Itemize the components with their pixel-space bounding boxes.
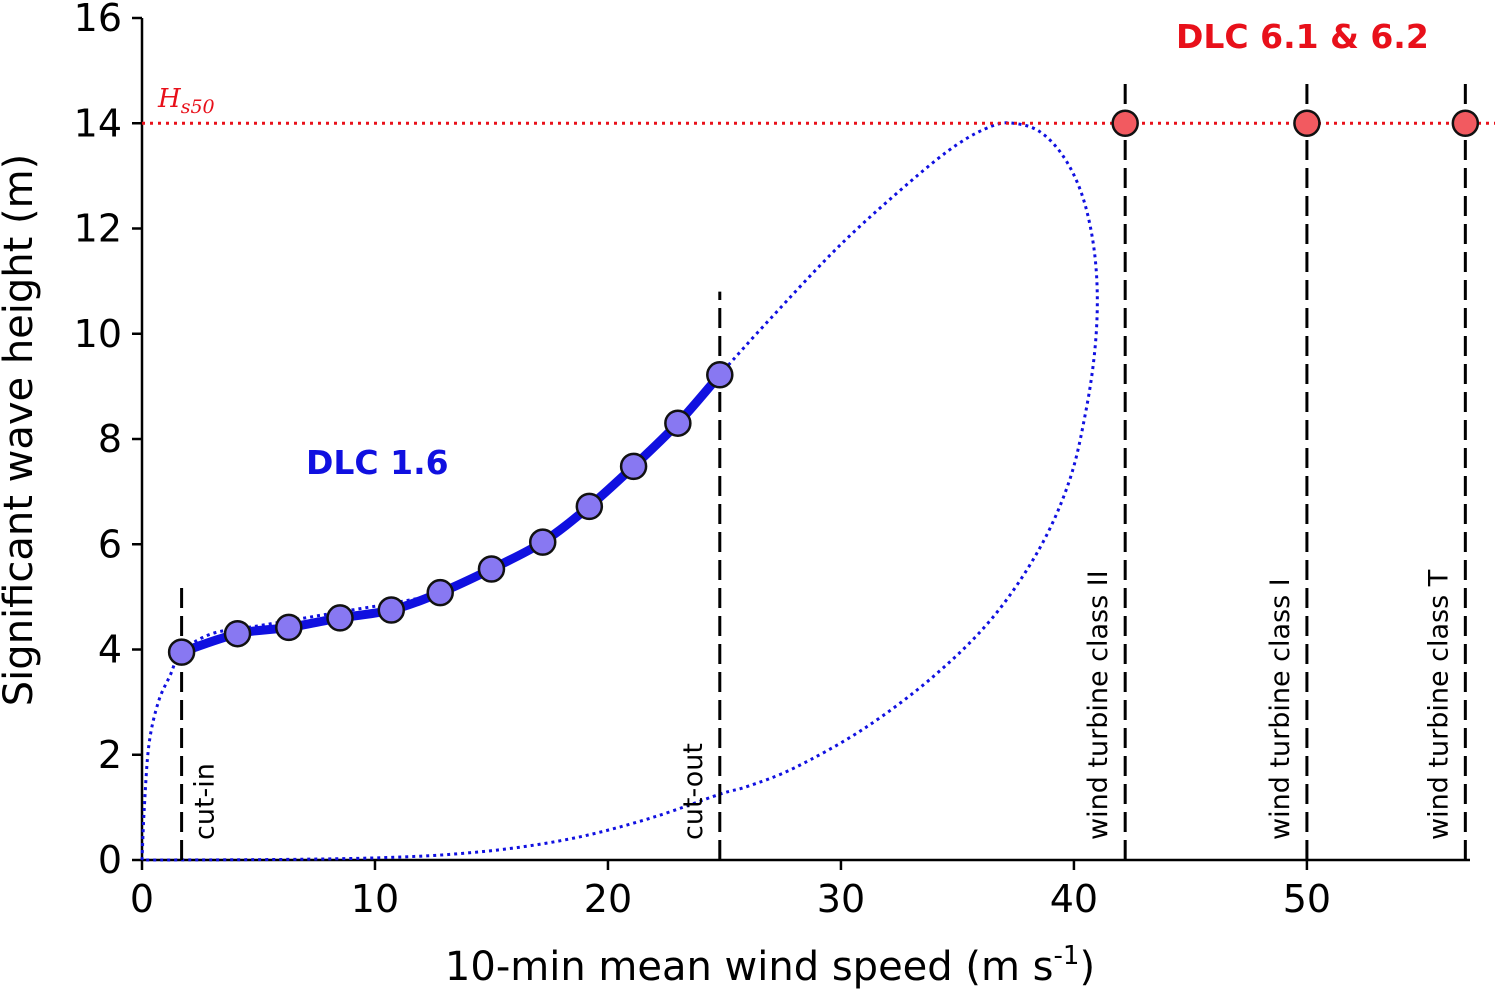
x-axis-title-end: ) — [1079, 944, 1095, 990]
y-tick-label: 12 — [74, 207, 122, 251]
dlc16-layer — [167, 361, 734, 666]
dlc16-label: DLC 1.6 — [306, 443, 449, 482]
vline-label: wind turbine class T — [1423, 569, 1454, 840]
x-axis-title-main: 10-min mean wind speed (m s — [445, 944, 1054, 990]
dlc16-point — [426, 578, 454, 607]
dlc16-point — [575, 492, 604, 521]
vline-label: cut-in — [190, 763, 221, 840]
dlc16-point — [619, 452, 648, 481]
x-tick-label: 20 — [584, 877, 632, 921]
x-tick-label: 40 — [1050, 877, 1098, 921]
hs50-label-sub: s50 — [181, 96, 215, 118]
dlc6-point — [1111, 109, 1139, 137]
y-tick-label: 4 — [98, 628, 122, 672]
y-tick-label: 6 — [98, 522, 122, 566]
dlc16-point — [275, 613, 303, 642]
y-axis-title: Significant wave height (m) — [0, 154, 42, 706]
y-tick-label: 0 — [98, 838, 122, 882]
dlc16-point — [223, 619, 252, 648]
x-axis-title: 10-min mean wind speed (m s-1) — [445, 941, 1095, 990]
dlc16-line — [177, 370, 725, 657]
dlc6-label: DLC 6.1 & 6.2 — [1176, 17, 1429, 56]
vline-layer: cut-in cut-out wind turbine class II wind t… — [180, 81, 1467, 860]
hs50-label: Hs50 — [157, 84, 215, 118]
dlc16-point — [664, 409, 692, 437]
vline-label: wind turbine class II — [1083, 570, 1114, 840]
contour-layer — [140, 121, 1099, 862]
y-tick-label: 10 — [74, 312, 122, 356]
vline-label: cut-out — [678, 743, 709, 840]
x-tick-label: 0 — [130, 877, 154, 921]
dlc6-point — [1293, 109, 1321, 137]
dlc16-point — [377, 596, 406, 624]
x-tick-label: 50 — [1283, 877, 1331, 921]
y-tick-label: 8 — [98, 417, 122, 461]
dlc16-point — [477, 555, 506, 583]
x-tick-label: 30 — [817, 877, 865, 921]
x-tick-label: 10 — [351, 877, 399, 921]
hs50-label-main: H — [157, 84, 182, 114]
dlc6-point — [1451, 109, 1480, 137]
dlc16-point — [706, 361, 734, 389]
dlc16-point — [167, 638, 196, 666]
y-tick-label: 14 — [74, 101, 122, 145]
dlc6-layer — [1111, 109, 1480, 137]
y-tick-label: 16 — [74, 0, 122, 40]
contour-line — [140, 121, 1099, 862]
x-axis-title-sup: -1 — [1054, 941, 1080, 971]
y-tick-label: 2 — [98, 733, 122, 777]
ticks: 0 10 20 30 40 50 0 2 4 6 8 10 12 14 16 — [74, 0, 1331, 921]
dlc16-point — [528, 528, 557, 556]
dlc16-point — [326, 604, 354, 632]
vline-label: wind turbine class I — [1265, 578, 1296, 840]
